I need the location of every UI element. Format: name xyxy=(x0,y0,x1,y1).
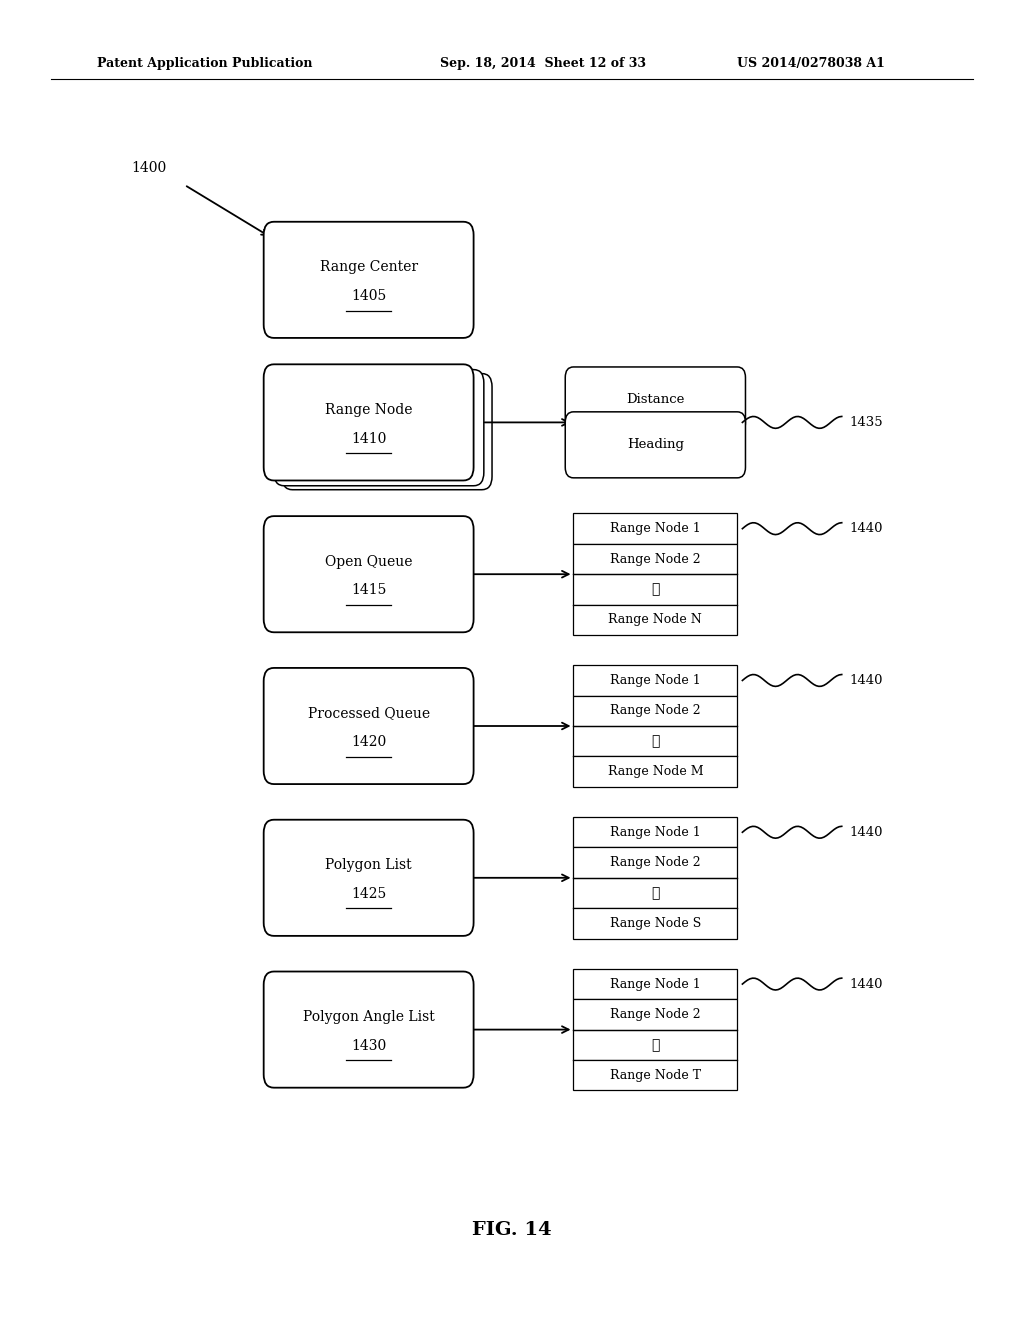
Text: Range Node 1: Range Node 1 xyxy=(610,826,700,838)
Bar xyxy=(573,908,737,939)
FancyBboxPatch shape xyxy=(565,412,745,478)
FancyBboxPatch shape xyxy=(282,374,492,490)
Bar xyxy=(573,999,737,1030)
Bar xyxy=(573,969,737,999)
Text: Polygon Angle List: Polygon Angle List xyxy=(303,1010,434,1024)
Text: Range Node 2: Range Node 2 xyxy=(610,705,700,717)
Text: Range Node T: Range Node T xyxy=(610,1069,700,1081)
Text: Range Node: Range Node xyxy=(325,403,413,417)
Bar xyxy=(573,513,737,544)
Bar xyxy=(573,665,737,696)
Text: 1440: 1440 xyxy=(850,826,884,838)
Text: 1440: 1440 xyxy=(850,978,884,990)
Text: Range Node 2: Range Node 2 xyxy=(610,857,700,869)
Text: Sep. 18, 2014  Sheet 12 of 33: Sep. 18, 2014 Sheet 12 of 33 xyxy=(440,57,646,70)
Text: Processed Queue: Processed Queue xyxy=(307,706,430,721)
Text: Heading: Heading xyxy=(627,438,684,451)
Text: 1425: 1425 xyxy=(351,887,386,902)
Text: Range Node 2: Range Node 2 xyxy=(610,1008,700,1020)
Text: 1435: 1435 xyxy=(850,416,884,429)
Text: Range Node 1: Range Node 1 xyxy=(610,978,700,990)
Text: Range Center: Range Center xyxy=(319,260,418,275)
Text: Range Node 1: Range Node 1 xyxy=(610,675,700,686)
FancyBboxPatch shape xyxy=(263,668,473,784)
Bar xyxy=(573,544,737,574)
FancyBboxPatch shape xyxy=(263,972,473,1088)
Text: ⋮: ⋮ xyxy=(651,582,659,597)
Text: FIG. 14: FIG. 14 xyxy=(472,1221,552,1239)
Bar xyxy=(573,605,737,635)
Text: 1440: 1440 xyxy=(850,523,884,535)
Text: 1440: 1440 xyxy=(850,675,884,686)
Text: Range Node 1: Range Node 1 xyxy=(610,523,700,535)
Bar xyxy=(573,756,737,787)
FancyBboxPatch shape xyxy=(263,364,473,480)
Text: Range Node S: Range Node S xyxy=(609,917,701,929)
FancyBboxPatch shape xyxy=(565,367,745,433)
Text: Range Node N: Range Node N xyxy=(608,614,702,626)
Text: 1430: 1430 xyxy=(351,1039,386,1053)
Text: 1410: 1410 xyxy=(351,432,386,446)
FancyBboxPatch shape xyxy=(263,820,473,936)
Text: ⋮: ⋮ xyxy=(651,734,659,748)
FancyBboxPatch shape xyxy=(263,516,473,632)
Text: ⋮: ⋮ xyxy=(651,886,659,900)
Text: 1415: 1415 xyxy=(351,583,386,598)
FancyBboxPatch shape xyxy=(263,222,473,338)
Text: Polygon List: Polygon List xyxy=(326,858,412,873)
Text: 1405: 1405 xyxy=(351,289,386,304)
Text: ⋮: ⋮ xyxy=(651,1038,659,1052)
Text: 1400: 1400 xyxy=(131,161,166,174)
Bar xyxy=(573,817,737,847)
Text: Distance: Distance xyxy=(626,393,685,407)
Text: Range Node M: Range Node M xyxy=(607,766,703,777)
Text: 1420: 1420 xyxy=(351,735,386,750)
FancyBboxPatch shape xyxy=(273,370,483,486)
Text: Range Node 2: Range Node 2 xyxy=(610,553,700,565)
Bar xyxy=(573,847,737,878)
Bar xyxy=(573,696,737,726)
Text: US 2014/0278038 A1: US 2014/0278038 A1 xyxy=(737,57,885,70)
Bar xyxy=(573,1060,737,1090)
Text: Patent Application Publication: Patent Application Publication xyxy=(97,57,312,70)
Text: Open Queue: Open Queue xyxy=(325,554,413,569)
